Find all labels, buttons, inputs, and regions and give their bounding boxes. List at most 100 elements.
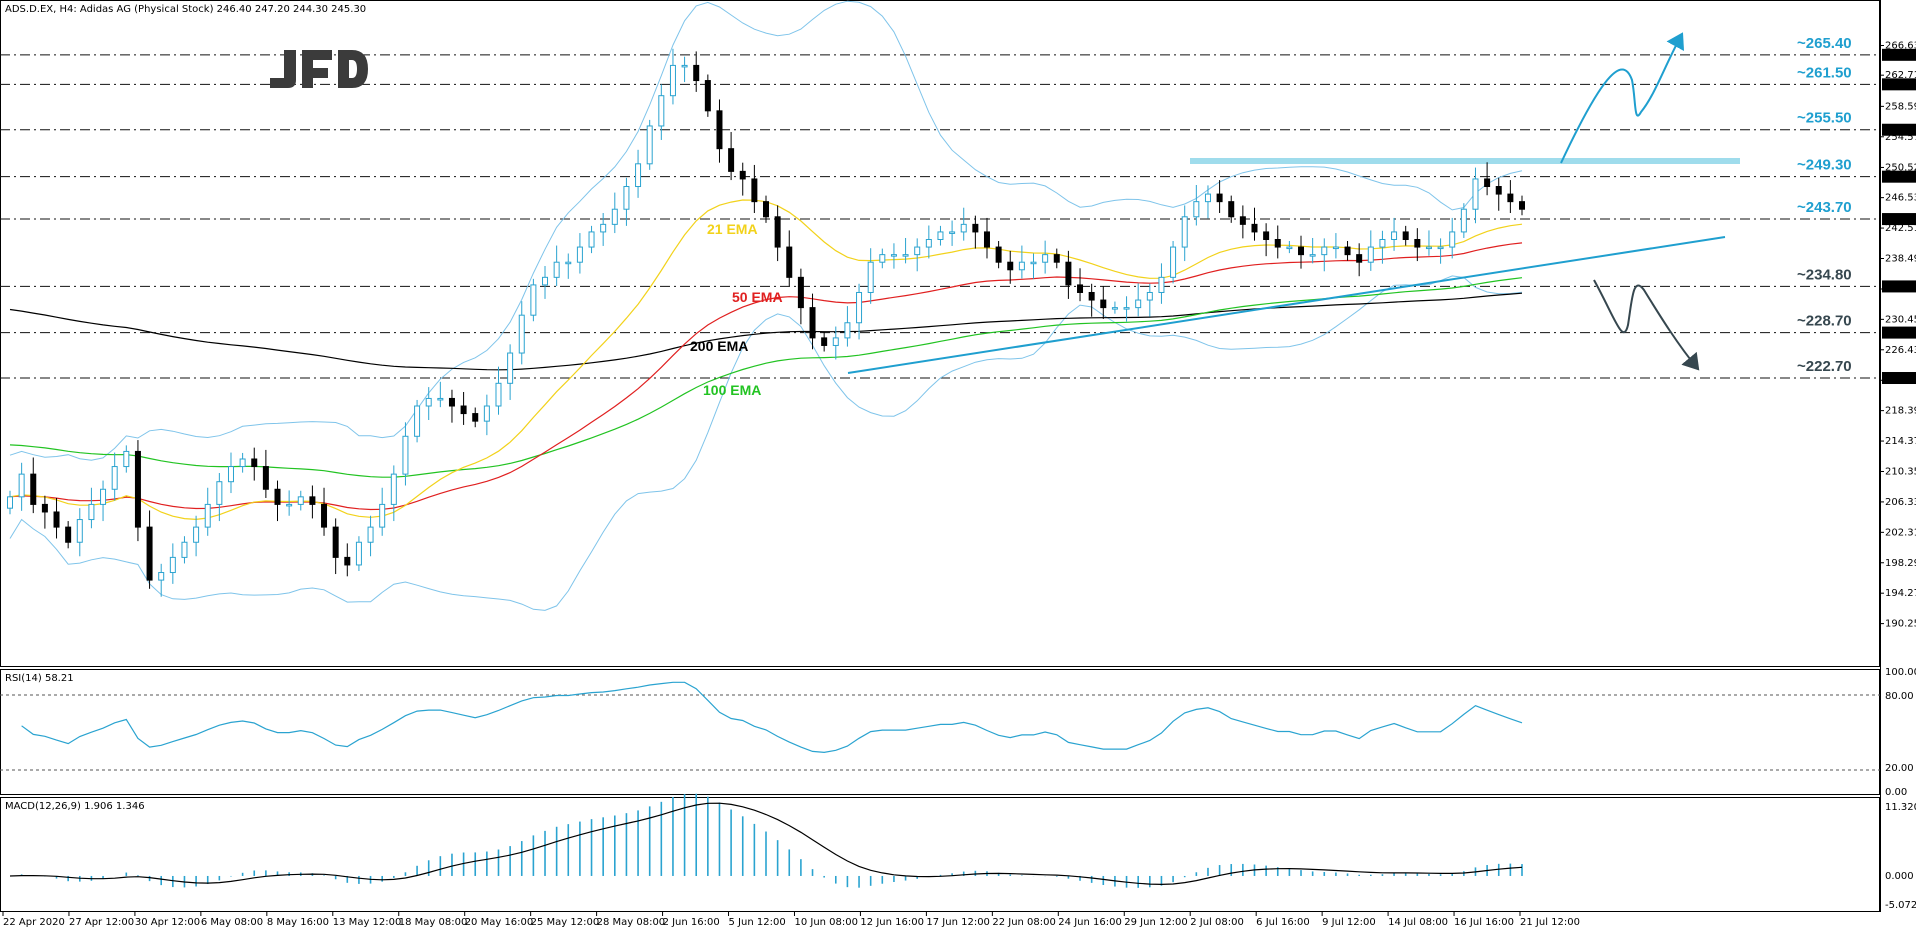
axis-price-tag — [1882, 280, 1916, 293]
candle-body — [7, 496, 13, 509]
candle-body — [693, 64, 700, 82]
candle-body — [1204, 193, 1211, 203]
candle-body — [914, 246, 921, 256]
time-tick-label: 16 Jul 16:00 — [1454, 917, 1514, 928]
candle-body — [983, 231, 990, 248]
bullish-projection-arrow — [1560, 32, 1685, 164]
candle-body — [1472, 178, 1479, 210]
candle-body — [995, 246, 1002, 263]
time-tick-label: 27 Apr 12:00 — [69, 917, 134, 928]
candle-body — [402, 435, 409, 475]
price-tick-label: 226.43 — [1885, 345, 1916, 356]
candle-body — [879, 254, 886, 263]
macd-histogram — [20, 793, 1523, 888]
candle-body — [658, 95, 665, 127]
candle-body — [111, 466, 118, 490]
macd-panel: MACD(12,26,9) 1.906 1.346 11.320 0.000 -5.… — [5, 793, 1916, 911]
price-tick-label: 194.27 — [1885, 588, 1916, 599]
bollinger-lower — [9, 275, 1523, 611]
candle-body — [355, 541, 362, 566]
candle-body — [53, 511, 60, 528]
price-axis: 265.40 261.60 255.50 249.30 243.70 234.80 228.… — [1880, 41, 1916, 630]
candle-body — [623, 186, 630, 210]
axis-price-tag-label: 222.70 — [1884, 374, 1916, 385]
candle-body — [1216, 193, 1223, 203]
macd-title: MACD(12,26,9) 1.906 1.346 — [5, 801, 145, 812]
candle-body — [588, 231, 595, 248]
candle-body — [832, 337, 839, 346]
candle-body — [565, 261, 572, 265]
ema100-line — [9, 277, 1523, 478]
trend-lines — [847, 32, 1726, 374]
time-tick-label: 2 Jul 08:00 — [1190, 917, 1244, 928]
price-tick-label: 230.45 — [1885, 314, 1916, 325]
bollinger-bands — [9, 0, 1523, 611]
horizontal-levels — [0, 54, 1880, 379]
candle-body — [1111, 307, 1118, 310]
candle-body — [251, 458, 258, 468]
candle-body — [321, 503, 328, 528]
resistance-highlight-band — [1190, 158, 1740, 164]
candle-body — [88, 503, 95, 521]
candle-body — [390, 473, 397, 505]
candle-body — [1309, 254, 1316, 257]
axis-price-tag — [1882, 78, 1916, 91]
candle-body — [146, 526, 153, 581]
candle-body — [344, 556, 351, 566]
candle-body — [530, 284, 537, 316]
candle-body — [774, 216, 781, 248]
candle-body — [1519, 201, 1525, 210]
candle-body — [1158, 276, 1165, 293]
candle-body — [786, 246, 793, 278]
candle-body — [286, 503, 293, 507]
candle-body — [1321, 246, 1328, 256]
axis-price-tag — [1882, 123, 1916, 136]
price-tick-label: 206.33 — [1885, 497, 1916, 508]
price-tick-label: 262.71 — [1885, 70, 1916, 81]
price-tick-label: 246.53 — [1885, 193, 1916, 204]
price-tick-label: 266.63 — [1885, 41, 1916, 52]
candle-body — [227, 466, 234, 483]
candle-body — [728, 148, 735, 172]
candle-body — [1239, 216, 1246, 225]
candle-body — [495, 382, 502, 407]
candle-body — [193, 526, 200, 543]
price-tick-label: 222.40 — [1885, 375, 1916, 386]
candle-body — [1135, 299, 1142, 309]
candle-body — [1391, 231, 1398, 240]
rsi-tick-label: 100.00 — [1885, 667, 1916, 678]
time-tick-label: 29 Jun 12:00 — [1124, 917, 1188, 928]
level-label: ~249.30 — [1797, 157, 1852, 174]
time-tick-label: 6 May 08:00 — [201, 917, 263, 928]
candle-body — [460, 405, 467, 415]
candle-body — [844, 322, 851, 339]
ema200-label: 200 EMA — [690, 338, 748, 354]
candle-body — [1170, 246, 1177, 278]
candle-body — [1251, 223, 1258, 233]
time-tick-label: 8 May 16:00 — [267, 917, 329, 928]
candle-body — [1298, 246, 1305, 256]
candle-body — [414, 405, 421, 437]
candle-body — [216, 481, 223, 505]
candle-body — [1030, 261, 1037, 265]
axis-price-tag — [1882, 372, 1916, 385]
axis-price-tag — [1882, 326, 1916, 339]
candle-body — [123, 450, 130, 468]
candle-body — [1146, 291, 1153, 301]
candle-body — [41, 503, 48, 513]
bollinger-upper — [9, 0, 1523, 461]
time-tick-label: 10 Jun 08:00 — [794, 917, 858, 928]
ascending-trendline — [847, 236, 1726, 374]
macd-tick-label: 0.000 — [1885, 871, 1914, 882]
rsi-tick-label: 0.00 — [1885, 787, 1907, 798]
price-tick-label: 254.57 — [1885, 132, 1916, 143]
candle-body — [809, 307, 816, 339]
price-tick-label: 214.37 — [1885, 436, 1916, 447]
price-tick-label: 210.35 — [1885, 466, 1916, 477]
candle-body — [856, 291, 863, 324]
candle-body — [937, 231, 944, 240]
candle-body — [553, 261, 560, 278]
candle-body — [797, 276, 804, 309]
candle-body — [763, 201, 769, 218]
